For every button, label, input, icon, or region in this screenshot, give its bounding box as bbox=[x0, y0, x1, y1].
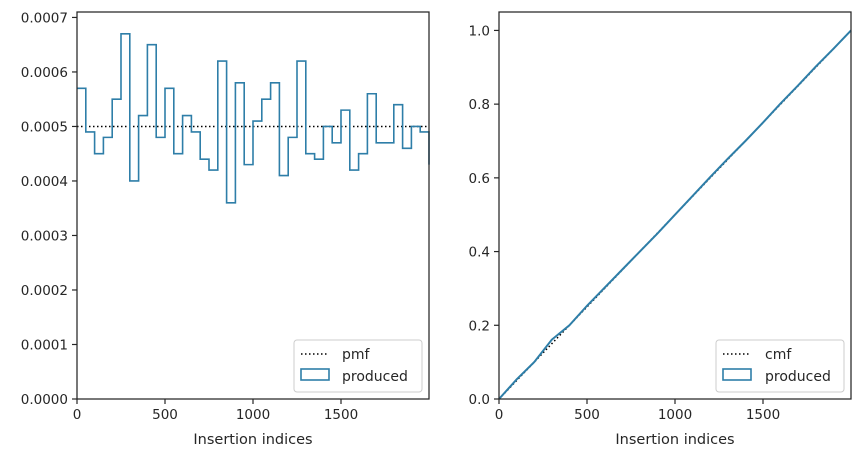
chart-right: 0 500 1000 1500 0.0 0.2 0.4 0.6 0.8 1.0 Insertio… bbox=[469, 11, 852, 448]
right-y-tick-label: 0.6 bbox=[469, 171, 490, 187]
right-legend-cmf-label: cmf bbox=[765, 347, 792, 363]
left-legend-produced-swatch bbox=[300, 368, 330, 381]
left-y-tick-label: 0.0004 bbox=[21, 174, 68, 190]
left-y-tick-label: 0.0001 bbox=[21, 337, 68, 353]
left-x-axis-label: Insertion indices bbox=[193, 432, 312, 448]
right-x-tick-label: 1500 bbox=[746, 407, 780, 423]
chart-left: 0 500 1000 1500 0.00000.00010.00020.00030.0… bbox=[21, 10, 430, 448]
right-x-tick-label: 1000 bbox=[658, 407, 692, 423]
right-series-produced bbox=[498, 29, 852, 400]
right-y-tick-label: 0.4 bbox=[469, 245, 490, 261]
left-y-tick-label: 0.0007 bbox=[21, 10, 68, 26]
right-legend-produced-label: produced bbox=[765, 369, 831, 385]
left-x-tick-label: 1000 bbox=[236, 407, 270, 423]
left-y-tick-label: 0.0002 bbox=[21, 283, 68, 299]
right-y-tick-label: 0.8 bbox=[469, 97, 490, 113]
left-legend-produced-label: produced bbox=[342, 369, 408, 385]
left-legend-pmf-label: pmf bbox=[342, 347, 371, 363]
left-y-ticks: 0.0000 0.0001 0.0002 0.0003 0.0004 0.0005 0.00… bbox=[21, 10, 77, 408]
right-x-ticks: 0 500 1000 1500 bbox=[495, 399, 780, 423]
right-x-axis-label: Insertion indices bbox=[615, 432, 734, 448]
left-x-ticks: 0 500 1000 1500 bbox=[73, 399, 358, 423]
left-legend: pmf produced bbox=[293, 339, 423, 393]
right-x-tick-label: 500 bbox=[574, 407, 600, 423]
right-legend: cmf produced bbox=[715, 339, 845, 393]
left-x-tick-label: 500 bbox=[152, 407, 178, 423]
left-series-produced bbox=[77, 33, 430, 204]
right-y-ticks: 0.0 0.2 0.4 0.6 0.8 1.0 bbox=[469, 23, 499, 408]
left-y-tick-label: 0.0003 bbox=[21, 228, 68, 244]
left-y-tick-label: 0.0000 bbox=[21, 392, 68, 408]
left-y-tick-label: 0.0005 bbox=[21, 119, 68, 135]
left-legend-box bbox=[293, 339, 423, 393]
left-x-tick-label: 1500 bbox=[324, 407, 358, 423]
left-x-tick-label: 0 bbox=[73, 407, 82, 423]
right-legend-box bbox=[715, 339, 845, 393]
right-y-tick-label: 1.0 bbox=[469, 23, 490, 39]
right-x-tick-label: 0 bbox=[495, 407, 504, 423]
right-y-tick-label: 0.0 bbox=[469, 392, 490, 408]
left-y-tick-label: 0.0006 bbox=[21, 65, 68, 81]
right-legend-produced-swatch bbox=[722, 368, 752, 381]
right-y-tick-label: 0.2 bbox=[469, 318, 490, 334]
